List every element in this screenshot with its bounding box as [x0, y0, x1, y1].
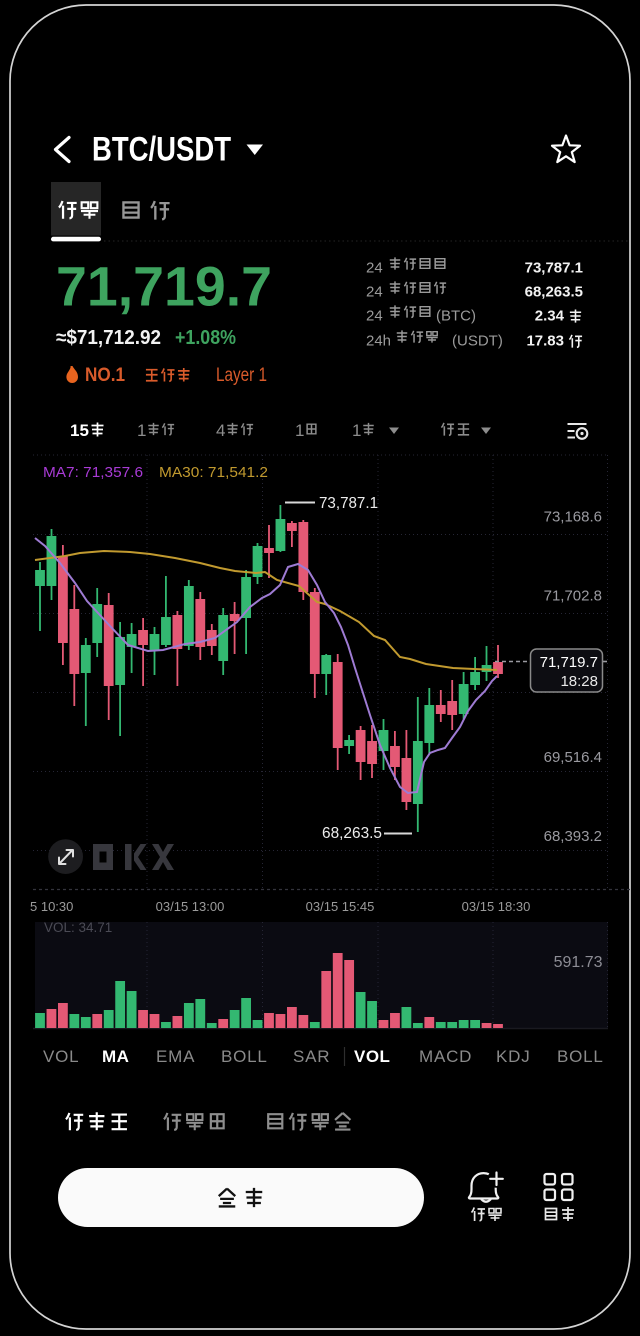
svg-text:03/15 18:30: 03/15 18:30 [462, 899, 531, 914]
svg-text:2.34: 2.34 [535, 308, 565, 325]
svg-text:69,516.4: 69,516.4 [544, 749, 602, 766]
svg-text:03/15 13:00: 03/15 13:00 [156, 899, 225, 914]
svg-text:68,263.5: 68,263.5 [322, 825, 382, 842]
svg-text:(BTC): (BTC) [436, 308, 476, 325]
svg-text:1: 1 [295, 421, 304, 440]
svg-text:BTC/USDT: BTC/USDT [92, 131, 231, 169]
svg-text:591.73: 591.73 [554, 954, 603, 971]
svg-text:VOL: VOL [354, 1047, 390, 1066]
svg-text:71,719.7: 71,719.7 [56, 255, 272, 318]
svg-text:17.83: 17.83 [526, 333, 564, 350]
svg-text:73,168.6: 73,168.6 [544, 509, 602, 526]
svg-text:MA: MA [102, 1047, 129, 1066]
svg-text:5 10:30: 5 10:30 [30, 899, 73, 914]
svg-text:MA30: 71,541.2: MA30: 71,541.2 [159, 464, 268, 481]
svg-text:24: 24 [366, 284, 383, 301]
svg-text:NO.1: NO.1 [85, 365, 125, 386]
svg-text:+1.08%: +1.08% [175, 327, 236, 349]
svg-text:68,393.2: 68,393.2 [544, 828, 602, 845]
svg-text:24h: 24h [366, 333, 391, 350]
svg-text:24: 24 [366, 308, 383, 325]
svg-text:KDJ: KDJ [496, 1047, 531, 1066]
svg-text:24: 24 [366, 260, 383, 277]
svg-text:71,702.8: 71,702.8 [544, 588, 602, 605]
svg-text:4: 4 [216, 421, 225, 440]
svg-text:71,719.7: 71,719.7 [540, 654, 598, 671]
svg-text:68,263.5: 68,263.5 [525, 284, 583, 301]
svg-text:1: 1 [352, 421, 361, 440]
svg-text:MA7: 71,357.6: MA7: 71,357.6 [43, 464, 143, 481]
svg-text:EMA: EMA [156, 1047, 195, 1066]
svg-text:15: 15 [70, 421, 89, 440]
svg-text:VOL: 34.71: VOL: 34.71 [44, 920, 112, 935]
svg-text:SAR: SAR [293, 1047, 330, 1066]
svg-text:18:28: 18:28 [560, 673, 598, 690]
svg-text:73,787.1: 73,787.1 [319, 495, 378, 512]
svg-text:73,787.1: 73,787.1 [525, 260, 583, 277]
svg-text:MACD: MACD [419, 1047, 472, 1066]
svg-text:≈$71,712.92: ≈$71,712.92 [56, 327, 161, 349]
svg-text:Layer 1: Layer 1 [216, 365, 267, 386]
svg-text:BOLL: BOLL [557, 1047, 604, 1066]
svg-text:03/15 15:45: 03/15 15:45 [306, 899, 375, 914]
svg-text:VOL: VOL [43, 1047, 79, 1066]
svg-text:1: 1 [137, 421, 146, 440]
svg-text:(USDT): (USDT) [452, 333, 503, 350]
svg-text:BOLL: BOLL [221, 1047, 268, 1066]
